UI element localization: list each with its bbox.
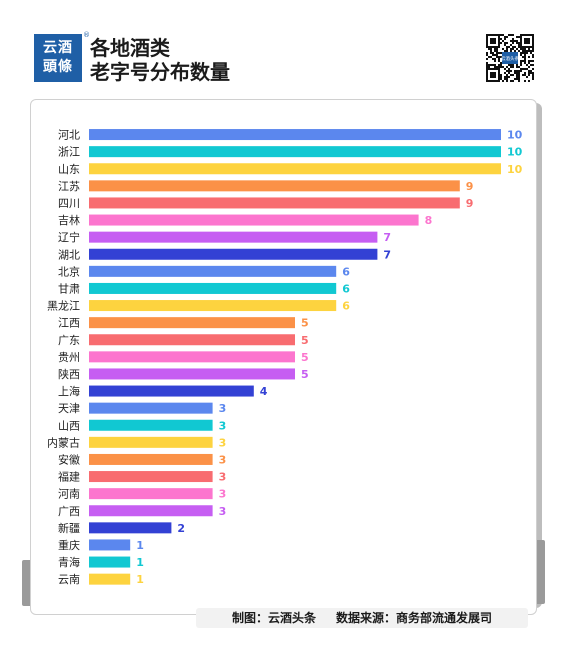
title-line-1: 各地酒类 (90, 36, 170, 60)
footer-maker: 制图：云酒头条 (231, 611, 316, 625)
bar (89, 146, 501, 158)
qr-code-icon[interactable]: 云酒头条 (486, 34, 534, 82)
bar (89, 402, 213, 414)
category-label: 青海 (58, 555, 80, 569)
bar (89, 334, 295, 346)
value-label: 6 (342, 300, 350, 313)
value-label: 8 (425, 214, 433, 227)
category-label: 吉林 (58, 213, 80, 227)
value-label: 3 (219, 453, 227, 466)
bar (89, 419, 213, 431)
category-label: 陕西 (58, 367, 80, 381)
category-label: 广西 (58, 505, 80, 518)
value-label: 5 (301, 317, 309, 330)
category-label: 浙江 (58, 146, 80, 159)
bar (89, 317, 295, 329)
value-label: 3 (219, 402, 227, 415)
bar (89, 197, 460, 209)
logo-line-1: 云酒 (43, 40, 73, 56)
category-label: 福建 (58, 470, 80, 484)
value-label: 2 (177, 522, 185, 535)
value-label: 3 (219, 488, 227, 501)
logo-line-2: 頭條 (43, 59, 73, 75)
bar (89, 453, 213, 465)
value-label: 10 (507, 129, 523, 142)
value-label: 1 (136, 573, 144, 586)
bar (89, 556, 131, 568)
category-label: 重庆 (58, 538, 80, 552)
value-label: 7 (383, 248, 391, 261)
value-label: 3 (219, 419, 227, 432)
bar (89, 573, 131, 585)
value-label: 10 (507, 146, 523, 159)
category-label: 安徽 (58, 452, 80, 466)
category-label: 内蒙古 (47, 435, 80, 449)
bar (89, 539, 131, 551)
value-label: 9 (466, 197, 474, 210)
value-label: 5 (301, 334, 309, 347)
bar (89, 180, 460, 192)
category-label: 贵州 (58, 351, 80, 364)
value-label: 7 (383, 231, 391, 244)
category-label: 山西 (58, 419, 80, 432)
bar (89, 265, 337, 277)
category-label: 广东 (58, 334, 80, 347)
value-label: 3 (219, 471, 227, 484)
category-label: 河南 (58, 488, 80, 501)
category-label: 江苏 (58, 180, 80, 193)
title-line-2: 老字号分布数量 (90, 60, 230, 84)
value-label: 5 (301, 368, 309, 381)
category-label: 上海 (58, 384, 80, 398)
category-label: 北京 (58, 264, 80, 278)
bar (89, 214, 419, 226)
value-label: 1 (136, 539, 144, 552)
registered-mark: ® (83, 31, 90, 39)
value-label: 3 (219, 436, 227, 449)
category-label: 黑龙江 (47, 300, 80, 313)
page-title: 各地酒类 老字号分布数量 (90, 36, 230, 84)
value-label: 4 (260, 385, 268, 398)
category-label: 天津 (58, 402, 80, 415)
bar (89, 282, 337, 294)
bar (89, 300, 337, 312)
value-label: 6 (342, 265, 350, 278)
bar (89, 436, 213, 448)
bar (89, 385, 254, 397)
qr-caption: 云酒头条 (501, 55, 519, 62)
value-label: 5 (301, 351, 309, 364)
bar (89, 522, 172, 534)
bar (89, 505, 213, 517)
category-label: 云南 (58, 573, 80, 586)
footer-credits: 制图：云酒头条 数据来源：商务部流通发展司 (196, 608, 528, 628)
bar (89, 368, 295, 380)
bar (89, 488, 213, 500)
value-label: 1 (136, 556, 144, 569)
value-label: 10 (507, 163, 523, 176)
brand-logo: 云酒 頭條 (34, 34, 82, 82)
category-label: 四川 (58, 197, 80, 210)
value-label: 3 (219, 505, 227, 518)
bar (89, 231, 378, 243)
category-label: 河北 (58, 129, 80, 142)
category-label: 甘肃 (58, 282, 80, 295)
category-label: 山东 (58, 163, 80, 176)
category-label: 江西 (58, 317, 80, 330)
decorative-tab-left (22, 560, 32, 606)
bar (89, 471, 213, 483)
category-label: 湖北 (58, 248, 80, 261)
bar (89, 129, 501, 141)
bar (89, 248, 378, 260)
category-label: 辽宁 (58, 230, 80, 244)
bar (89, 163, 501, 175)
value-label: 6 (342, 282, 350, 295)
footer-source: 数据来源：商务部流通发展司 (336, 611, 493, 625)
category-label: 新疆 (58, 521, 80, 535)
value-label: 9 (466, 180, 474, 193)
bar (89, 351, 295, 363)
